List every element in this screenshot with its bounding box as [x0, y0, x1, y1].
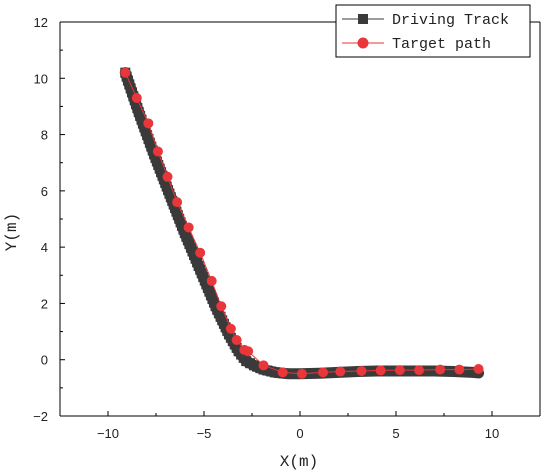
- x-tick-label: 5: [392, 426, 399, 441]
- target-path-point: [225, 323, 236, 334]
- target-path-point: [152, 146, 163, 157]
- y-tick-label: 12: [34, 15, 48, 30]
- target-path-point: [277, 367, 288, 378]
- target-path-point: [335, 366, 346, 377]
- x-tick-label: −5: [197, 426, 212, 441]
- target-path-point: [216, 301, 227, 312]
- y-tick-label: 6: [41, 184, 48, 199]
- target-path-point: [206, 275, 217, 286]
- target-path-point: [243, 346, 254, 357]
- target-path-point: [143, 118, 154, 129]
- y-tick-label: 2: [41, 296, 48, 311]
- target-path-point: [172, 197, 183, 208]
- y-tick-label: 8: [41, 128, 48, 143]
- target-path-point: [375, 365, 386, 376]
- target-path-point: [195, 247, 206, 258]
- driving-track-marker: [467, 367, 478, 378]
- y-tick-label: 0: [41, 353, 48, 368]
- target-path-point: [473, 364, 484, 375]
- y-axis-title: Y(m): [3, 213, 21, 251]
- target-path-point: [414, 365, 425, 376]
- target-path-point: [120, 67, 131, 78]
- target-path-point: [162, 171, 173, 182]
- target-path-point: [258, 360, 269, 371]
- x-tick-label: 0: [296, 426, 303, 441]
- target-path-point: [296, 368, 307, 379]
- x-axis-title: X(m): [280, 453, 318, 471]
- y-tick-label: −2: [33, 409, 48, 424]
- target-path-point: [231, 335, 242, 346]
- target-path-point: [131, 92, 142, 103]
- series-layer: [119, 67, 485, 380]
- legend-marker-driving-track: [358, 14, 368, 24]
- target-path-point: [454, 364, 465, 375]
- y-tick-label: 4: [41, 240, 48, 255]
- x-tick-label: −10: [97, 426, 119, 441]
- target-path-point: [435, 364, 446, 375]
- target-path-point: [394, 365, 405, 376]
- x-tick-label: 10: [485, 426, 499, 441]
- y-tick-label: 10: [34, 71, 48, 86]
- ticks: −10 −5 0 5 10 −2 0 2 4 6 8 10 12: [33, 15, 541, 441]
- legend-box: [335, 4, 531, 58]
- target-path-point: [183, 222, 194, 233]
- legend-label-target-path: Target path: [392, 36, 491, 53]
- legend: Driving Track Target path: [335, 4, 531, 58]
- target-path-point: [318, 367, 329, 378]
- legend-label-driving-track: Driving Track: [392, 12, 509, 29]
- legend-marker-target-path: [357, 37, 369, 49]
- target-path-point: [356, 365, 367, 376]
